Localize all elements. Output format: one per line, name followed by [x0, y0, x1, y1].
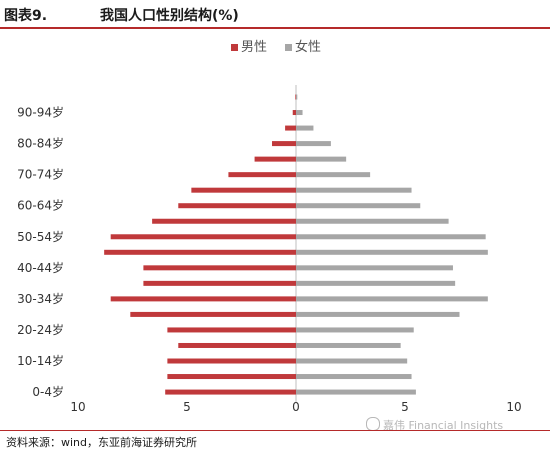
header-rule: [0, 27, 550, 29]
y-tick-label: 70-74岁: [17, 167, 64, 182]
male-bar-65-69岁: [191, 187, 296, 193]
y-tick-label: 50-54岁: [17, 229, 64, 244]
x-tick-label: 5: [401, 400, 409, 414]
chart-title: 我国人口性别结构(%): [100, 8, 239, 24]
male-bar-15-19岁: [178, 342, 296, 348]
female-bar-90-94岁: [296, 110, 303, 116]
male-bar-70-74岁: [228, 172, 296, 178]
figure-number: 图表9.: [4, 8, 48, 24]
footer-rule: [0, 430, 550, 431]
x-tick-label: 10: [70, 400, 85, 414]
female-bar-30-34岁: [296, 296, 488, 302]
female-bar-85-89岁: [296, 125, 314, 131]
female-bar-5-9岁: [296, 374, 412, 380]
male-bar-35-39岁: [143, 280, 296, 286]
y-tick-label: 10-14岁: [17, 353, 64, 368]
male-bar-10-14岁: [167, 358, 296, 364]
male-bar-85-89岁: [285, 125, 296, 131]
x-tick-label: 10: [506, 400, 521, 414]
wechat-icon: [366, 417, 380, 431]
y-tick-label: 0-4岁: [32, 384, 64, 399]
male-bar-20-24岁: [167, 327, 296, 333]
y-tick-label: 60-64岁: [17, 198, 64, 213]
y-tick-label: 40-44岁: [17, 260, 64, 275]
female-bar-10-14岁: [296, 358, 408, 364]
male-bar-25-29岁: [130, 311, 296, 317]
male-bar-30-34岁: [110, 296, 296, 302]
y-tick-label: 30-34岁: [17, 291, 64, 306]
male-bar-0-4岁: [165, 389, 296, 395]
legend-label-male: 男性: [241, 40, 267, 55]
figure-header: 图表9. 我国人口性别结构(%): [0, 0, 550, 29]
female-bar-70-74岁: [296, 172, 371, 178]
male-bar-50-54岁: [110, 234, 296, 240]
male-bar-60-64岁: [178, 203, 296, 209]
female-bar-55-59岁: [296, 218, 449, 224]
male-bar-55-59岁: [152, 218, 296, 224]
y-tick-label: 20-24岁: [17, 322, 64, 337]
male-bar-80-84岁: [272, 141, 296, 147]
female-bar-15-19岁: [296, 342, 401, 348]
female-bar-0-4岁: [296, 389, 416, 395]
female-bar-95+岁: [296, 94, 298, 100]
female-bar-25-29岁: [296, 311, 460, 317]
female-bar-20-24岁: [296, 327, 414, 333]
x-tick-label: 0: [292, 400, 300, 414]
male-bar-95+岁: [295, 94, 296, 100]
female-bar-35-39岁: [296, 280, 456, 286]
female-bar-45-49岁: [296, 249, 488, 255]
male-bar-45-49岁: [104, 249, 296, 255]
male-bar-5-9岁: [167, 374, 296, 380]
watermark-text: 嘉伟 Financial Insights: [383, 419, 504, 432]
legend-swatch-male: [231, 44, 238, 51]
source-note: 资料来源：wind，东亚前海证券研究所: [6, 436, 198, 449]
female-bar-50-54岁: [296, 234, 486, 240]
female-bar-60-64岁: [296, 203, 421, 209]
female-bar-40-44岁: [296, 265, 453, 271]
male-bar-75-79岁: [254, 156, 296, 162]
female-bar-65-69岁: [296, 187, 412, 193]
legend-swatch-female: [285, 44, 292, 51]
female-bar-75-79岁: [296, 156, 347, 162]
female-bar-80-84岁: [296, 141, 331, 147]
y-tick-label: 80-84岁: [17, 136, 64, 151]
male-bar-90-94岁: [292, 110, 296, 116]
male-bar-40-44岁: [143, 265, 296, 271]
y-tick-label: 90-94岁: [17, 105, 64, 120]
legend-label-female: 女性: [295, 39, 321, 55]
x-tick-label: 5: [183, 400, 191, 414]
population-pyramid-chart: 男性 女性 0-4岁 10-14岁 20-24岁 30-34岁 40-44岁 50-54岁 60…: [17, 39, 522, 414]
